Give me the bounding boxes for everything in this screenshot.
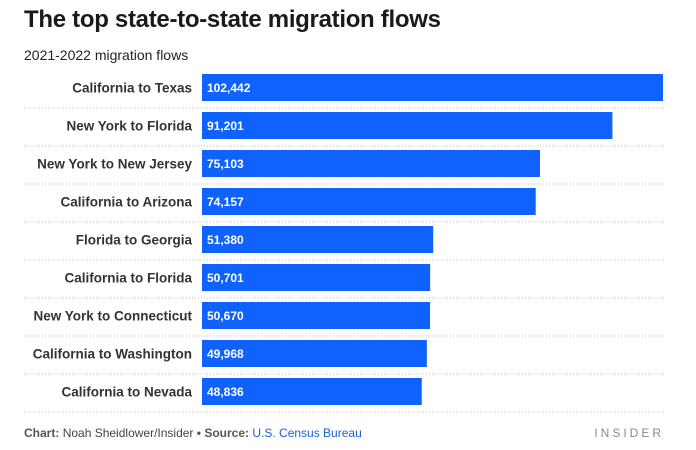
category-label: California to Florida: [64, 271, 192, 286]
bar: [202, 378, 422, 405]
value-label: 75,103: [207, 157, 244, 171]
value-label: 74,157: [207, 195, 244, 209]
category-label: California to Texas: [72, 81, 192, 96]
value-label: 48,836: [207, 385, 244, 399]
bar: [202, 150, 540, 177]
category-label: New York to Connecticut: [33, 309, 192, 324]
category-label: New York to Florida: [66, 119, 192, 134]
value-label: 51,380: [207, 233, 244, 247]
chart-credit-label: Chart:: [24, 426, 60, 440]
source-link[interactable]: U.S. Census Bureau: [252, 426, 362, 440]
value-label: 49,968: [207, 347, 244, 361]
bar: [202, 74, 663, 101]
category-label: California to Washington: [33, 347, 192, 362]
value-label: 50,701: [207, 271, 244, 285]
bar: [202, 302, 431, 329]
chart-subtitle: 2021-2022 migration flows: [24, 47, 189, 63]
bar: [202, 340, 427, 367]
bar: [202, 264, 431, 291]
value-label: 102,442: [207, 81, 251, 95]
insider-logo: INSIDER: [594, 426, 664, 440]
chart-credit: Noah Sheidlower/Insider: [62, 426, 194, 440]
footer-separator: •: [196, 426, 201, 440]
category-label: New York to New Jersey: [37, 157, 192, 172]
category-label: Florida to Georgia: [76, 233, 193, 248]
chart-title: The top state-to-state migration flows: [24, 6, 441, 33]
bar: [202, 226, 434, 253]
category-label: California to Arizona: [60, 195, 192, 210]
source-label: Source:: [204, 426, 250, 440]
value-label: 91,201: [207, 119, 244, 133]
bar: [202, 112, 613, 139]
value-label: 50,670: [207, 309, 244, 323]
bar: [202, 188, 536, 215]
category-label: California to Nevada: [61, 385, 192, 400]
chart-footer: Chart: Noah Sheidlower/Insider • Source:…: [24, 426, 362, 440]
